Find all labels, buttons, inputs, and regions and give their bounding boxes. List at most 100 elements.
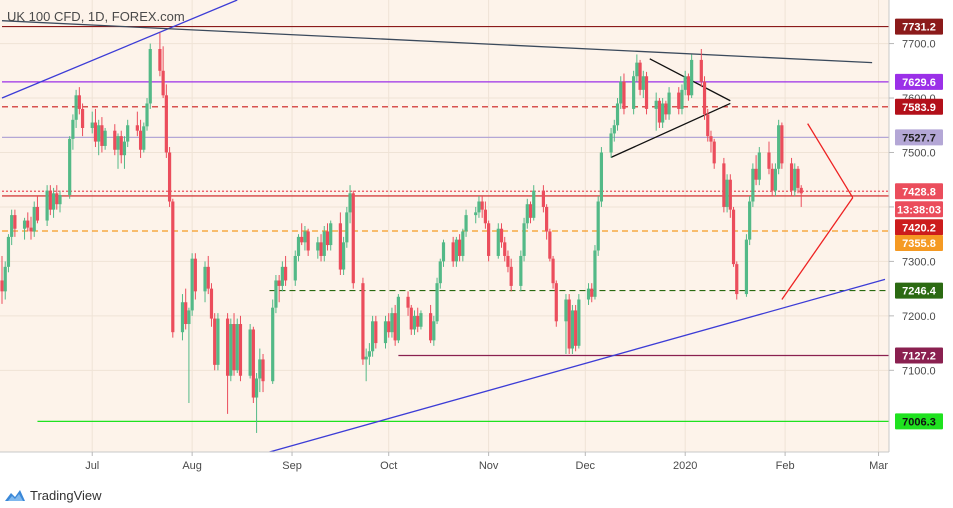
candle-body	[283, 266, 288, 281]
candle-body	[657, 100, 662, 123]
price-label-bg	[895, 413, 943, 430]
candle-body	[90, 122, 94, 128]
candle-body	[686, 76, 691, 96]
candle-body	[51, 193, 56, 210]
candle-body	[271, 307, 275, 382]
price-label-bg	[895, 183, 943, 200]
price-label-text: 7731.2	[902, 22, 936, 34]
candle-body	[586, 288, 591, 300]
price-label-bg	[895, 347, 943, 364]
candle-body	[35, 206, 40, 221]
candle-body	[58, 194, 62, 205]
candle-body	[577, 299, 581, 346]
candle-body	[126, 125, 130, 142]
price-axis[interactable]: 7100.07200.07300.07400.07500.07600.07700…	[889, 39, 936, 378]
candle-body	[235, 324, 239, 371]
candle-body	[0, 280, 4, 292]
price-label-text: 13:38:03	[897, 204, 941, 216]
candle-body	[77, 95, 81, 109]
candle-body	[712, 141, 716, 164]
price-label-bg	[895, 18, 943, 35]
candle-body	[458, 239, 462, 256]
time-axis[interactable]: Jul Aug Sep Oct Nov Dec 2020 Feb Mar	[85, 452, 888, 472]
candle-body	[574, 310, 578, 346]
trendline-channel-lower	[269, 278, 886, 452]
plot-area	[0, 0, 889, 452]
candle-body	[438, 261, 442, 284]
candle-body	[341, 242, 346, 270]
candle-body	[171, 201, 175, 333]
candle-body	[757, 152, 761, 180]
candle-body	[45, 190, 49, 221]
candle-body	[6, 236, 11, 267]
candle-body	[789, 163, 794, 191]
candle-body	[767, 152, 771, 169]
candle-body	[622, 81, 626, 109]
time-tick-label: Aug	[182, 460, 202, 472]
time-tick-label: Sep	[282, 460, 302, 472]
candle-body	[754, 168, 758, 180]
candle-body	[306, 231, 310, 251]
candle-body	[725, 179, 729, 207]
candle-body	[519, 255, 523, 286]
candle-body	[548, 231, 552, 259]
candle-body	[728, 179, 732, 210]
candle-body	[780, 125, 784, 164]
price-label-bg	[895, 235, 943, 252]
tradingview-branding[interactable]: TradingView	[4, 486, 102, 504]
candle-body	[477, 201, 481, 213]
time-tick-label: Nov	[479, 460, 499, 472]
candle-body	[702, 81, 707, 115]
price-label-text: 7355.8	[902, 238, 936, 250]
tradingview-logo-icon	[5, 490, 25, 501]
trendline-channel-upper	[1, 0, 238, 99]
candle-body	[393, 313, 397, 341]
candle-body	[316, 242, 320, 251]
price-label-text: 7127.2	[902, 351, 936, 363]
candle-body	[158, 49, 162, 71]
candle-body	[193, 258, 197, 292]
candle-body	[258, 359, 262, 379]
candle-body	[435, 283, 439, 322]
candle-body	[216, 318, 220, 365]
candle-body	[329, 223, 333, 246]
candle-body	[654, 100, 658, 109]
candle-body	[461, 231, 465, 256]
price-label-bg	[895, 129, 943, 146]
price-labels: 7731.2 7629.6 7583.9 7527.7 7428.8 13:38:03 74…	[895, 18, 943, 430]
candle-body	[593, 250, 597, 297]
candle-body	[409, 307, 413, 330]
time-tick-label: Feb	[776, 460, 795, 472]
candle-body	[799, 187, 803, 194]
candle-body	[641, 76, 645, 90]
candle-body	[667, 92, 671, 115]
trendlines	[1, 0, 886, 452]
candle-body	[26, 220, 30, 228]
candle-body	[187, 310, 191, 325]
candle-body	[454, 239, 458, 262]
price-label-text: 7428.8	[902, 186, 936, 198]
candle-body	[184, 302, 188, 325]
candle-body	[615, 103, 620, 126]
candle-body	[387, 321, 391, 333]
price-tick-label: 7500.0	[902, 147, 936, 159]
trendline-triangle-upper	[807, 123, 854, 199]
candle-body	[416, 315, 420, 327]
candle-body	[209, 288, 214, 319]
candle-body	[190, 258, 194, 311]
candle-body	[506, 255, 510, 267]
candle-body	[487, 223, 491, 256]
candle-body	[148, 49, 152, 104]
candle-body	[325, 231, 330, 246]
candle-body	[441, 242, 446, 262]
candle-body	[274, 280, 278, 308]
candle-body	[564, 299, 568, 322]
candle-body	[229, 324, 233, 376]
candle-body	[390, 313, 394, 333]
candle-body	[206, 266, 210, 289]
candle-body	[32, 206, 36, 232]
candle-body	[474, 212, 478, 216]
candle-body	[138, 130, 143, 150]
candle-body	[383, 321, 388, 344]
